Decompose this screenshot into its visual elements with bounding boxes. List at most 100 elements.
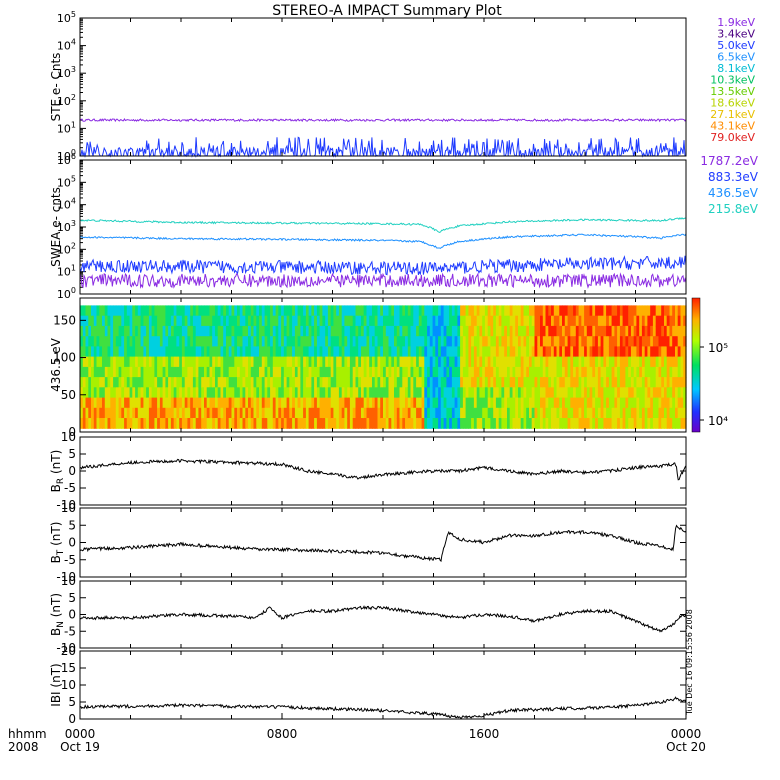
heatmap-cell	[658, 346, 662, 358]
heatmap-cell	[88, 305, 92, 317]
heatmap-cell	[170, 418, 175, 429]
heatmap-cell	[647, 407, 651, 419]
heatmap-cell	[440, 346, 445, 358]
heatmap-cell	[388, 336, 392, 347]
heatmap-cell	[187, 407, 191, 419]
heatmap-cell	[220, 336, 224, 347]
heatmap-cell	[372, 315, 376, 327]
heatmap-cell	[603, 305, 607, 317]
heatmap-cell	[468, 366, 472, 378]
heatmap-cell	[173, 305, 178, 317]
heatmap-cell	[647, 336, 651, 347]
heatmap-cell	[383, 315, 387, 327]
heatmap-cell	[407, 387, 412, 399]
heatmap-cell	[641, 305, 646, 317]
heatmap-cell	[479, 377, 483, 388]
heatmap-cell	[253, 346, 257, 358]
heatmap-cell	[253, 325, 257, 337]
heatmap-cell	[661, 377, 665, 388]
heatmap-cell	[537, 305, 541, 317]
heatmap-cell	[162, 377, 166, 388]
heatmap-cell	[107, 377, 111, 388]
heatmap-cell	[468, 305, 472, 317]
heatmap-cell	[529, 325, 533, 337]
heatmap-cell	[132, 418, 136, 429]
heatmap-cell	[82, 325, 87, 337]
heatmap-cell	[220, 356, 224, 368]
heatmap-cell	[319, 325, 323, 337]
heatmap-cell	[226, 387, 230, 399]
heatmap-cell	[148, 366, 153, 378]
heatmap-cell	[209, 325, 213, 337]
heatmap-cell	[206, 315, 211, 327]
heatmap-cell	[438, 418, 442, 429]
heatmap-cell	[137, 325, 142, 337]
heatmap-cell	[308, 325, 312, 337]
heatmap-cell	[677, 336, 682, 347]
heatmap-cell	[349, 387, 354, 399]
heatmap-cell	[391, 336, 395, 347]
heatmap-cell	[104, 377, 109, 388]
heatmap-cell	[253, 356, 257, 368]
heatmap-cell	[369, 387, 373, 399]
heatmap-cell	[245, 397, 249, 409]
br-ytick-label: 0	[68, 464, 76, 478]
heatmap-cell	[498, 377, 503, 388]
heatmap-cell	[209, 366, 213, 378]
heatmap-cell	[190, 346, 194, 358]
heatmap-cell	[495, 305, 500, 317]
heatmap-cell	[99, 377, 103, 388]
heatmap-cell	[465, 387, 469, 399]
heatmap-cell	[630, 397, 635, 409]
heatmap-cell	[641, 418, 646, 429]
heatmap-cell	[80, 325, 84, 337]
heatmap-cell	[581, 305, 585, 317]
heatmap-cell	[292, 356, 296, 368]
heatmap-cell	[80, 356, 84, 368]
heatmap-cell	[361, 387, 365, 399]
heatmap-cell	[281, 325, 285, 337]
heatmap-cell	[669, 346, 673, 358]
heatmap-cell	[424, 366, 428, 378]
heatmap-cell	[308, 356, 312, 368]
heatmap-cell	[435, 325, 439, 337]
heatmap-cell	[223, 407, 227, 419]
heatmap-cell	[333, 387, 337, 399]
heatmap-cell	[283, 315, 288, 327]
heatmap-cell	[283, 366, 288, 378]
heatmap-cell	[206, 325, 211, 337]
heatmap-cell	[85, 377, 89, 388]
heatmap-cell	[396, 407, 401, 419]
heatmap-cell	[201, 315, 205, 327]
heatmap-cell	[91, 418, 95, 429]
heatmap-cell	[170, 325, 175, 337]
heatmap-cell	[542, 346, 547, 358]
swea-ytick-label: 105	[57, 174, 76, 189]
heatmap-cell	[355, 387, 359, 399]
heatmap-cell	[305, 377, 310, 388]
heatmap-cell	[603, 356, 607, 368]
heatmap-cell	[551, 346, 555, 358]
heatmap-cell	[190, 356, 194, 368]
heatmap-cell	[292, 305, 296, 317]
heatmap-cell	[622, 315, 626, 327]
heatmap-cell	[231, 407, 235, 419]
heatmap-cell	[641, 346, 646, 358]
bt-ytick-label: -10	[56, 570, 76, 584]
heatmap-cell	[639, 418, 643, 429]
heatmap-cell	[121, 346, 125, 358]
heatmap-cell	[515, 387, 519, 399]
heatmap-cell	[421, 377, 425, 388]
heatmap-cell	[449, 387, 453, 399]
heatmap-cell	[369, 315, 373, 327]
heatmap-cell	[311, 315, 315, 327]
heatmap-cell	[217, 397, 222, 409]
heatmap-cell	[195, 346, 200, 358]
heatmap-cell	[394, 336, 398, 347]
heatmap-cell	[305, 336, 310, 347]
heatmap-cell	[314, 407, 318, 419]
heatmap-cell	[154, 336, 158, 347]
heatmap-cell	[151, 377, 155, 388]
heatmap-cell	[614, 387, 618, 399]
heatmap-cell	[195, 418, 200, 429]
